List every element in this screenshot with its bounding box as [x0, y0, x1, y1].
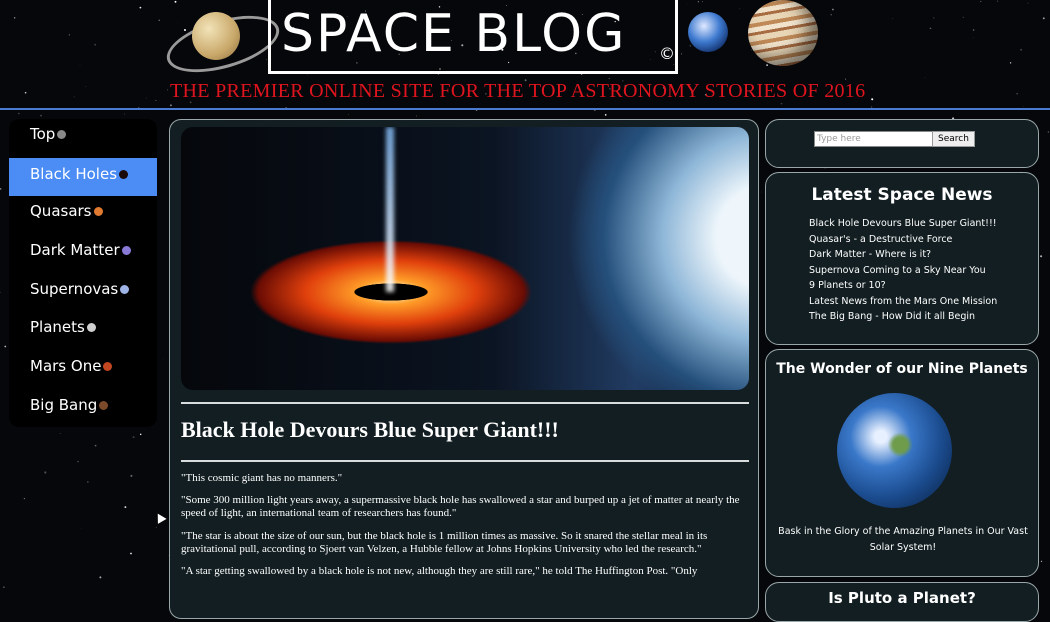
earth-image	[837, 393, 952, 508]
nav-item-label: Black Holes	[30, 165, 117, 183]
star-dot	[95, 445, 97, 447]
article-paragraph: "A star getting swallowed by a black hol…	[181, 565, 753, 578]
nav-item-dark-matter[interactable]: Dark Matter	[9, 235, 157, 273]
latest-news-panel: Latest Space News Black Hole Devours Blu…	[765, 172, 1039, 345]
site-header: SPACE BLOG © THE PREMIER ONLINE SITE FOR…	[0, 0, 1050, 110]
black-hole-hero-image	[181, 127, 749, 390]
nav-item-label: Supernovas	[30, 280, 118, 298]
star-dot	[124, 506, 126, 508]
star-dot	[416, 115, 417, 116]
big-bang-dot-icon	[99, 401, 108, 410]
nav-item-label: Planets	[30, 318, 85, 336]
star-dot	[1048, 131, 1049, 132]
star-dot	[3, 586, 5, 588]
article-body: "This cosmic giant has no manners." "Som…	[181, 472, 753, 587]
supernova-dot-icon	[120, 285, 129, 294]
star-dot	[1040, 255, 1042, 257]
news-link[interactable]: Black Hole Devours Blue Super Giant!!!	[809, 216, 997, 232]
star-dot	[130, 553, 132, 555]
article-paragraph: "The star is about the size of our sun, …	[181, 530, 753, 556]
star-dot	[60, 433, 61, 434]
star-dot	[130, 475, 132, 477]
nav-item-label: Dark Matter	[30, 241, 120, 259]
star-dot	[140, 434, 141, 435]
pluto-title: Is Pluto a Planet?	[766, 589, 1038, 607]
star-dot	[77, 461, 79, 463]
main-article-panel: Black Hole Devours Blue Super Giant!!! "…	[169, 119, 759, 619]
news-link[interactable]: 9 Planets or 10?	[809, 278, 997, 294]
black-hole-dot-icon	[119, 170, 128, 179]
planet-dot-icon	[57, 130, 66, 139]
title-bottom-divider	[181, 460, 749, 462]
news-link[interactable]: The Big Bang - How Did it all Begin	[809, 309, 997, 325]
quasar-dot-icon	[94, 207, 103, 216]
logo-text: SPACE BLOG	[281, 4, 626, 64]
saturn-image	[192, 12, 240, 60]
nav-item-label: Quasars	[30, 202, 92, 220]
black-hole-jet	[386, 127, 394, 292]
star-dot	[133, 436, 135, 438]
planets-caption: Bask in the Glory of the Amazing Planets…	[776, 524, 1030, 556]
copyright-mark: ©	[659, 44, 675, 63]
mars-dot-icon	[103, 362, 112, 371]
search-button[interactable]: Search	[932, 131, 975, 147]
nav-item-label: Top	[30, 125, 55, 143]
news-link[interactable]: Supernova Coming to a Sky Near You	[809, 263, 997, 279]
article-paragraph: "Some 300 million light years away, a su…	[181, 494, 753, 520]
latest-news-title: Latest Space News	[766, 185, 1038, 205]
star-dot	[40, 115, 42, 117]
nav-item-big-bang[interactable]: Big Bang	[9, 390, 157, 427]
star-dot	[18, 113, 19, 114]
star-dot	[605, 114, 607, 116]
article-paragraph: "This cosmic giant has no manners."	[181, 472, 753, 485]
star-dot	[4, 346, 6, 348]
site-logo[interactable]: SPACE BLOG ©	[268, 0, 678, 74]
pluto-panel: Is Pluto a Planet?	[765, 582, 1039, 622]
search-input[interactable]	[814, 131, 936, 147]
article-title: Black Hole Devours Blue Super Giant!!!	[181, 417, 559, 443]
star-dot	[124, 114, 125, 115]
star-dot	[348, 115, 349, 116]
jupiter-image	[748, 0, 818, 66]
star-dot	[99, 576, 101, 578]
search-panel: Search	[765, 119, 1039, 168]
news-link[interactable]: Latest News from the Mars One Mission	[809, 294, 997, 310]
sidebar-nav: Top Black Holes Quasars Dark Matter Supe…	[9, 119, 157, 427]
news-link[interactable]: Dark Matter - Where is it?	[809, 247, 997, 263]
planets-title: The Wonder of our Nine Planets	[766, 361, 1038, 377]
nav-item-mars-one[interactable]: Mars One	[9, 351, 157, 389]
nav-item-planets[interactable]: Planets	[9, 312, 157, 350]
nav-item-label: Big Bang	[30, 396, 97, 414]
star-dot	[24, 498, 25, 499]
news-list: Black Hole Devours Blue Super Giant!!! Q…	[809, 216, 997, 325]
title-top-divider	[181, 402, 749, 404]
star-dot	[87, 481, 88, 482]
site-tagline: THE PREMIER ONLINE SITE FOR THE TOP ASTR…	[170, 80, 830, 103]
news-link[interactable]: Quasar's - a Destructive Force	[809, 232, 997, 248]
planets-panel: The Wonder of our Nine Planets Bask in t…	[765, 349, 1039, 577]
nav-item-quasars[interactable]: Quasars	[9, 196, 157, 234]
dark-matter-dot-icon	[122, 246, 131, 255]
star-dot	[163, 359, 164, 360]
star-dot	[156, 527, 157, 528]
nav-item-label: Mars One	[30, 357, 101, 375]
star-dot	[0, 188, 1, 190]
nav-item-black-holes[interactable]: Black Holes	[9, 158, 157, 196]
earth-small-image	[688, 12, 728, 52]
star-dot	[44, 471, 46, 473]
star-dot	[81, 528, 82, 529]
star-dot	[1041, 561, 1042, 562]
rocket-icon	[87, 323, 96, 332]
star-dot	[0, 292, 1, 293]
nav-item-top[interactable]: Top	[9, 119, 157, 157]
nav-item-supernovas[interactable]: Supernovas	[9, 274, 157, 312]
